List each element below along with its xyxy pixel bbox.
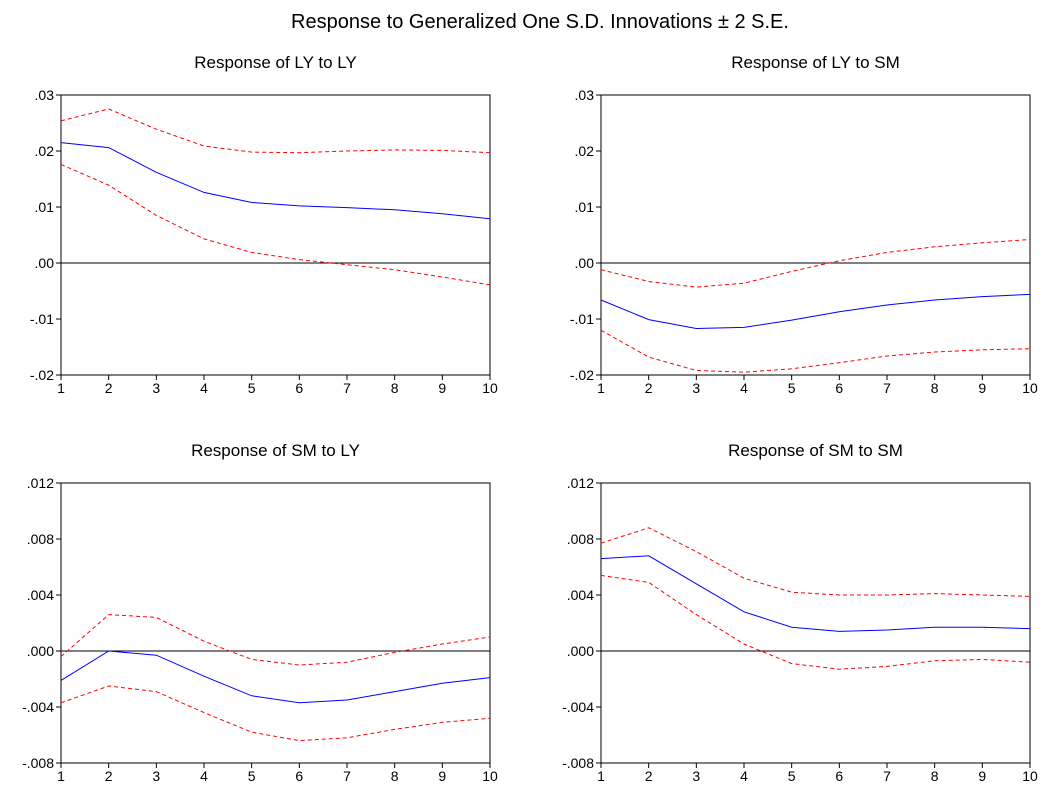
y-tick-label: .01 (35, 199, 55, 215)
x-tick-label: 5 (248, 380, 256, 396)
x-tick-label: 10 (1022, 380, 1038, 396)
x-tick-label: 1 (57, 380, 65, 396)
x-tick-label: 6 (295, 380, 303, 396)
x-tick-label: 2 (105, 380, 113, 396)
y-tick-label: -.008 (22, 755, 54, 771)
y-tick-label: -.004 (22, 699, 54, 715)
upper-band-line (600, 239, 1031, 288)
panel-title: Response of SM to LY (191, 441, 360, 460)
plot-frame (600, 482, 1031, 764)
x-tick-label: 9 (978, 380, 986, 396)
x-tick-label: 7 (343, 380, 351, 396)
panel-4: Response of SM to SM -.008 -.004 .000 .004 .0… (562, 441, 1038, 784)
x-tick-label: 6 (835, 380, 843, 396)
y-tick-label: .03 (575, 87, 595, 103)
x-tick-label: 6 (835, 768, 843, 784)
x-tick-label: 10 (482, 768, 498, 784)
plot-frame (600, 94, 1031, 376)
y-tick-label: .008 (27, 531, 54, 547)
x-tick-label: 1 (57, 768, 65, 784)
response-line (600, 555, 1031, 632)
y-tick-label: .004 (567, 587, 594, 603)
upper-band-line (60, 614, 491, 666)
panel-2: Response of LY to SM -.02 -.01 .00 .01 .02 .03… (570, 53, 1038, 396)
x-tick-label: 8 (391, 768, 399, 784)
panel-3: Response of SM to LY -.008 -.004 .000 .004 .0… (22, 441, 498, 784)
x-tick-label: 2 (645, 768, 653, 784)
plot-frame (60, 94, 491, 376)
y-tick-label: .03 (35, 87, 55, 103)
y-tick-label: -.004 (562, 699, 594, 715)
response-line (60, 650, 491, 704)
y-tick-label: .000 (27, 643, 54, 659)
x-tick-label: 5 (788, 380, 796, 396)
y-tick-label: .02 (575, 143, 595, 159)
x-tick-label: 6 (295, 768, 303, 784)
x-tick-label: 9 (438, 380, 446, 396)
y-tick-label: -.02 (30, 367, 54, 383)
x-tick-label: 2 (105, 768, 113, 784)
x-tick-label: 3 (152, 768, 160, 784)
x-tick-label: 4 (200, 768, 208, 784)
plot-frame (60, 482, 491, 764)
response-line (600, 293, 1031, 330)
lower-band-line (600, 329, 1031, 373)
y-tick-label: .01 (575, 199, 595, 215)
x-tick-label: 7 (883, 768, 891, 784)
x-tick-label: 3 (692, 380, 700, 396)
y-tick-label: -.01 (570, 311, 594, 327)
x-tick-label: 7 (343, 768, 351, 784)
panel-title: Response of LY to SM (731, 53, 900, 72)
x-tick-label: 3 (152, 380, 160, 396)
x-tick-label: 9 (438, 768, 446, 784)
y-tick-label: .012 (27, 475, 54, 491)
x-tick-label: 7 (883, 380, 891, 396)
lower-band-line (60, 685, 491, 742)
y-tick-label: -.008 (562, 755, 594, 771)
x-tick-label: 8 (931, 768, 939, 784)
x-tick-label: 5 (788, 768, 796, 784)
x-tick-label: 4 (740, 768, 748, 784)
x-tick-label: 4 (200, 380, 208, 396)
lower-band-line (600, 574, 1031, 670)
x-tick-label: 5 (248, 768, 256, 784)
y-tick-label: .02 (35, 143, 55, 159)
y-tick-label: .00 (35, 255, 55, 271)
y-tick-label: .004 (27, 587, 54, 603)
x-tick-label: 1 (597, 380, 605, 396)
lower-band-line (60, 163, 491, 286)
x-tick-label: 9 (978, 768, 986, 784)
x-tick-label: 4 (740, 380, 748, 396)
x-tick-label: 3 (692, 768, 700, 784)
panel-title: Response of SM to SM (728, 441, 903, 460)
upper-band-line (60, 108, 491, 154)
x-tick-label: 8 (391, 380, 399, 396)
upper-band-line (600, 527, 1031, 597)
x-tick-label: 1 (597, 768, 605, 784)
panel-1: Response of LY to LY -.02 -.01 .00 .01 .02 .03… (30, 53, 498, 396)
panel-title: Response of LY to LY (194, 53, 357, 72)
y-tick-label: -.01 (30, 311, 54, 327)
response-line (60, 142, 491, 220)
panels: Response of LY to LY -.02 -.01 .00 .01 .02 .03… (22, 53, 1038, 784)
x-tick-label: 10 (1022, 768, 1038, 784)
y-tick-label: .000 (567, 643, 594, 659)
x-tick-label: 2 (645, 380, 653, 396)
y-tick-label: -.02 (570, 367, 594, 383)
x-tick-label: 10 (482, 380, 498, 396)
figure-title: Response to Generalized One S.D. Innovat… (291, 11, 789, 33)
x-tick-label: 8 (931, 380, 939, 396)
y-tick-label: .00 (575, 255, 595, 271)
y-tick-label: .012 (567, 475, 594, 491)
y-tick-label: .008 (567, 531, 594, 547)
